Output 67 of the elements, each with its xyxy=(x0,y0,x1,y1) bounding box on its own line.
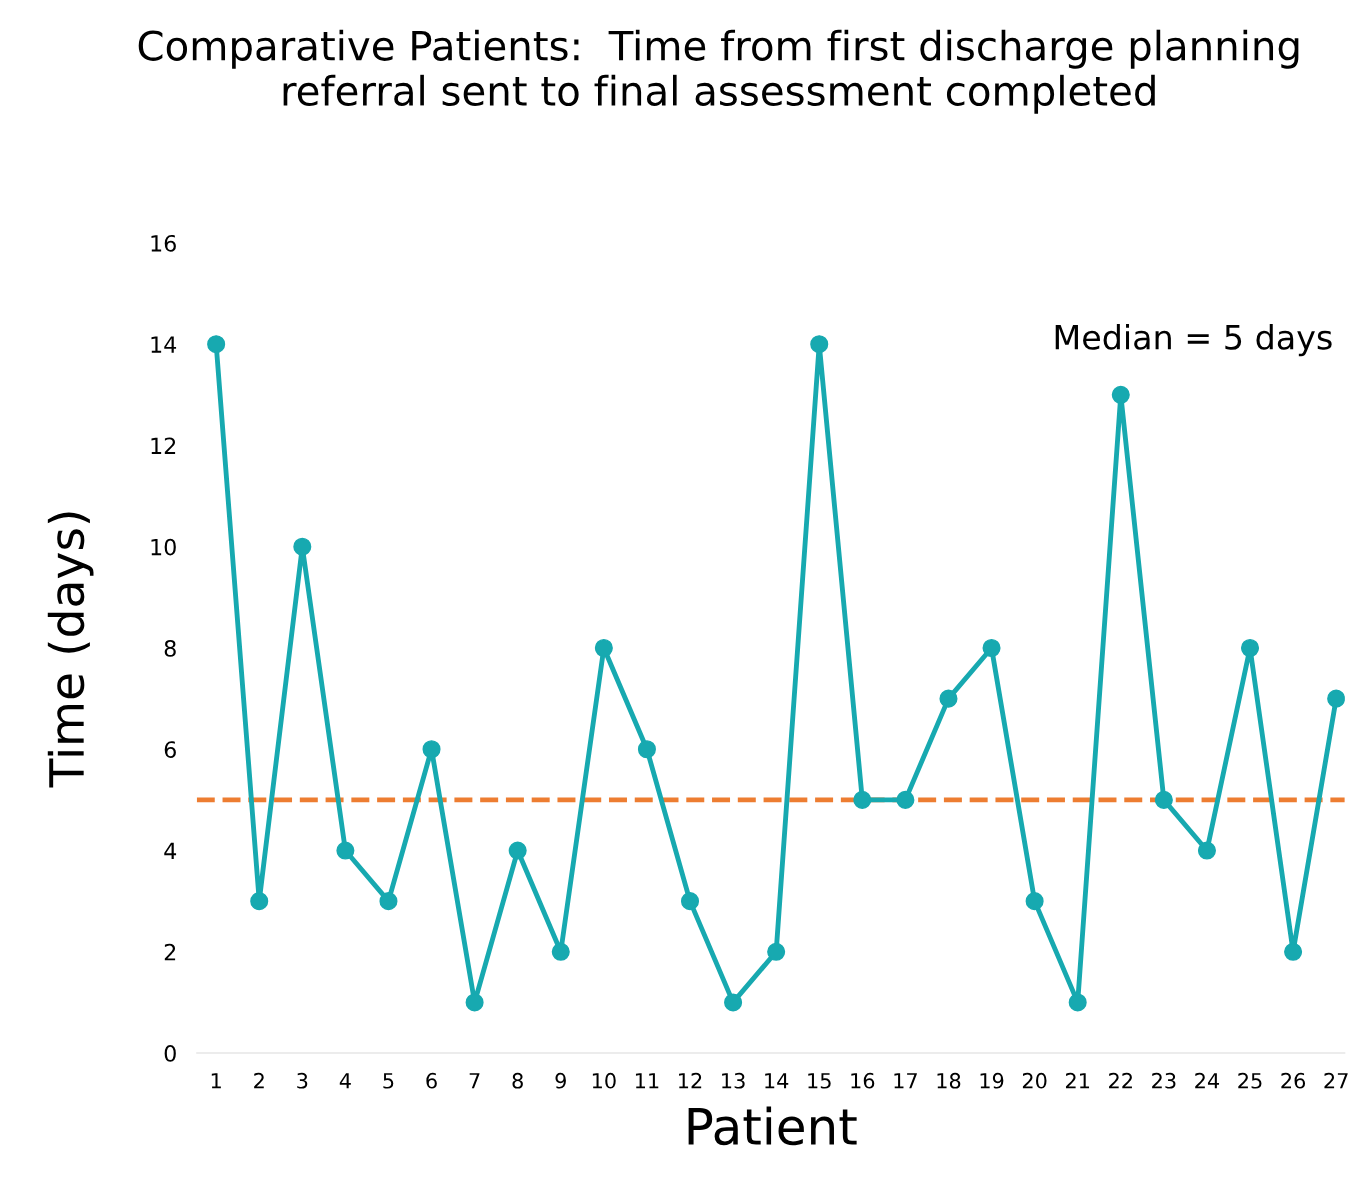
y-tick-label: 2 xyxy=(164,943,176,961)
x-tick-label: 6 xyxy=(426,1072,437,1089)
point xyxy=(594,638,613,658)
point xyxy=(1111,385,1130,404)
point xyxy=(1154,790,1173,809)
x-tick-label: 26 xyxy=(1281,1072,1306,1089)
point xyxy=(551,942,570,961)
point xyxy=(1197,841,1216,860)
x-tick-label: 19 xyxy=(980,1072,1004,1089)
point xyxy=(207,335,226,354)
x-tick-label: 13 xyxy=(722,1072,745,1089)
point xyxy=(465,993,484,1012)
x-tick-label: 7 xyxy=(469,1073,480,1089)
y-tick-label: 6 xyxy=(164,741,176,759)
point xyxy=(637,740,656,759)
y-tick-label: 10 xyxy=(151,538,176,556)
y-tick-label: 0 xyxy=(164,1044,176,1062)
x-tick-label: 15 xyxy=(808,1073,831,1089)
x-tick-label: 17 xyxy=(894,1073,917,1089)
x-tick-label: 2 xyxy=(254,1072,264,1089)
x-tick-label: 20 xyxy=(1022,1072,1047,1089)
x-tick-label: 24 xyxy=(1195,1072,1220,1089)
y-axis-title: Time (days) xyxy=(47,512,94,788)
x-tick-label: 22 xyxy=(1109,1072,1132,1089)
point xyxy=(724,993,743,1012)
point xyxy=(508,841,527,860)
x-tick-label: 18 xyxy=(937,1072,961,1089)
point xyxy=(896,790,915,809)
x-tick-label: 4 xyxy=(339,1073,351,1089)
x-tick-label: 27 xyxy=(1324,1072,1348,1089)
x-tick-label: 1 xyxy=(211,1073,221,1089)
point xyxy=(853,790,872,809)
point xyxy=(1327,689,1345,708)
x-tick-label: 5 xyxy=(383,1073,394,1089)
x-tick-label: 11 xyxy=(635,1073,659,1089)
point xyxy=(1240,638,1260,658)
chart-title: Comparative Patients: Time from first discharge planning referral sent to final assessment completed xyxy=(138,29,1299,114)
point xyxy=(250,892,269,911)
point xyxy=(810,335,829,354)
point xyxy=(767,942,786,961)
x-tick-label: 10 xyxy=(592,1072,616,1089)
y-tick-label: 12 xyxy=(151,437,176,454)
annotation: Median = 5 days xyxy=(1055,324,1332,357)
y-tick-label: 8 xyxy=(164,639,176,657)
point xyxy=(680,892,700,911)
point xyxy=(336,841,355,860)
point xyxy=(1284,942,1303,961)
point xyxy=(422,740,441,759)
x-tick-label: 23 xyxy=(1152,1072,1176,1089)
x-tick-label: 25 xyxy=(1238,1072,1262,1089)
point xyxy=(379,892,398,911)
x-tick-label: 12 xyxy=(679,1072,702,1089)
point xyxy=(1025,892,1044,911)
y-tick-label: 16 xyxy=(151,234,176,252)
x-tick-label: 14 xyxy=(765,1073,789,1089)
x-axis-title: Patient xyxy=(688,1106,857,1146)
x-tick-label: 8 xyxy=(512,1072,523,1089)
point xyxy=(939,689,958,708)
y-tick-label: 14 xyxy=(151,336,177,353)
x-tick-label: 9 xyxy=(555,1072,566,1089)
point xyxy=(293,537,312,556)
x-tick-label: 3 xyxy=(297,1072,308,1089)
point xyxy=(982,638,1001,658)
point xyxy=(1068,993,1087,1012)
x-tick-label: 16 xyxy=(851,1072,875,1089)
y-tick-label: 4 xyxy=(164,842,177,859)
x-tick-label: 21 xyxy=(1065,1072,1090,1089)
